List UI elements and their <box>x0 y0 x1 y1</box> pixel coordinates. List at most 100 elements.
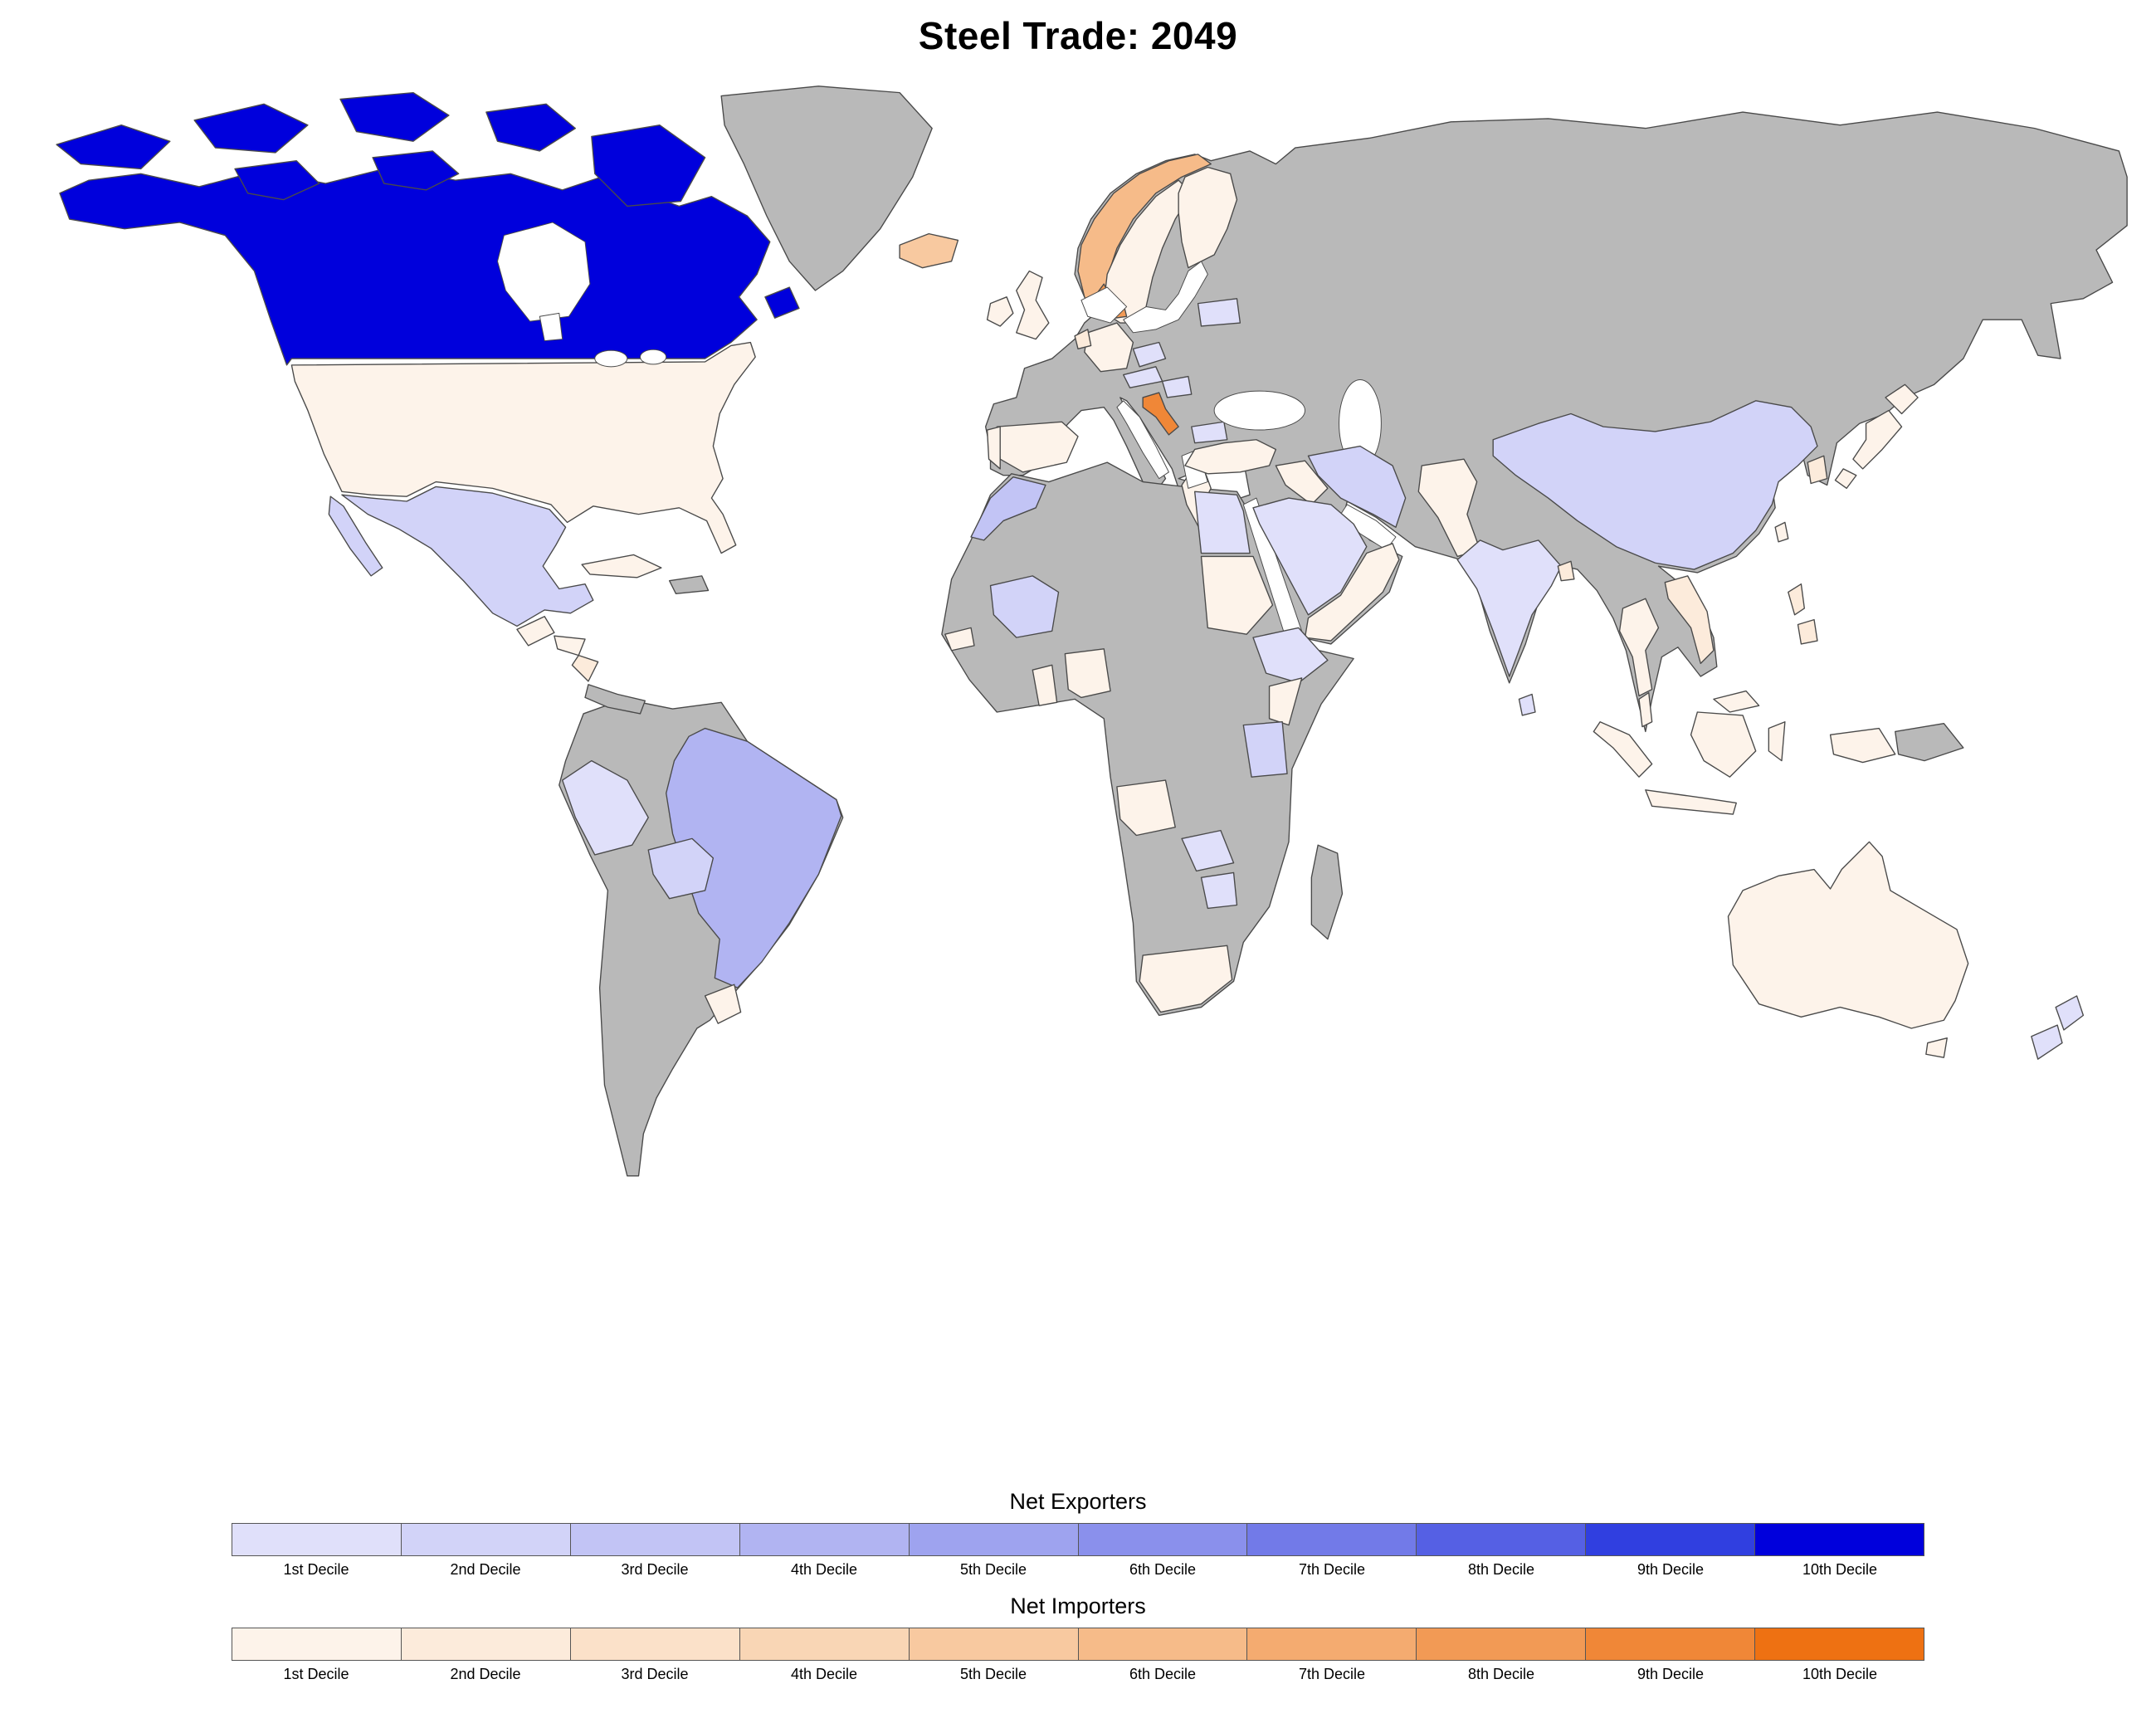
legend-net-importers: Net Importers 1st Decile 2nd Decile 3rd De… <box>232 1593 1925 1683</box>
country-canada-newfoundland <box>764 286 800 319</box>
sea-skagerrak <box>1080 286 1128 324</box>
country-yemen-oman <box>1304 543 1400 642</box>
page-title: Steel Trade: 2049 <box>918 14 1238 57</box>
country-belarus <box>1197 298 1241 327</box>
legend-decile-label: 9th Decile <box>1637 1560 1705 1578</box>
country-philippines-mindanao <box>1797 618 1818 645</box>
country-china <box>1492 400 1818 570</box>
country-cuba <box>581 554 662 578</box>
legend-decile-label: 5th Decile <box>959 1560 1027 1578</box>
sea-james-bay <box>539 312 563 342</box>
country-ireland <box>986 296 1014 327</box>
legend-color-cell-exporters-3 <box>569 1522 740 1556</box>
legend-color-cell-exporters-10 <box>1754 1522 1925 1556</box>
legend-decile-label: 7th Decile <box>1298 1665 1366 1682</box>
legend-exporters-labels: 1st Decile 2nd Decile 3rd Decile 4th Decile… <box>232 1561 1924 1579</box>
legend-color-cell-importers-1 <box>232 1627 402 1661</box>
legend-color-cell-importers-9 <box>1585 1627 1756 1661</box>
legend-color-cell-exporters-4 <box>739 1522 910 1556</box>
legend-color-cell-exporters-8 <box>1416 1522 1587 1556</box>
country-mexico-baja <box>328 495 383 577</box>
country-canada-island <box>56 124 171 170</box>
country-uruguay <box>704 984 742 1024</box>
country-bangladesh <box>1557 560 1575 582</box>
country-japan-kyushu <box>1834 468 1857 490</box>
country-canada-baffin <box>591 124 706 207</box>
legend-color-cell-importers-2 <box>400 1627 571 1661</box>
legend-color-cell-importers-4 <box>739 1627 910 1661</box>
legend-color-cell-importers-5 <box>908 1627 1079 1661</box>
country-canada-island <box>193 103 309 154</box>
country-south-korea <box>1807 455 1828 485</box>
legend-decile-label: 4th Decile <box>790 1560 858 1578</box>
country-greenland <box>720 85 933 291</box>
world-map <box>56 85 2128 1177</box>
country-croatia <box>1142 392 1179 436</box>
country-australia <box>1727 841 1969 1029</box>
country-angola <box>1116 779 1176 837</box>
legend-decile-label: 2nd Decile <box>450 1560 521 1578</box>
country-canada-island <box>234 160 320 201</box>
legend-color-cell-importers-6 <box>1077 1627 1248 1661</box>
country-iceland <box>899 232 959 269</box>
country-zambia <box>1181 829 1235 872</box>
country-brazil <box>666 727 842 988</box>
country-canada-island <box>485 103 576 152</box>
legend-color-cell-exporters-9 <box>1585 1522 1756 1556</box>
country-peru <box>561 759 649 856</box>
country-malaysia <box>1638 691 1653 728</box>
legend-decile-label: 10th Decile <box>1802 1665 1878 1682</box>
legend-decile-label: 2nd Decile <box>450 1665 521 1682</box>
sea-baltic <box>1123 261 1208 334</box>
country-indonesia-java <box>1645 789 1737 815</box>
country-nigeria <box>1064 648 1111 699</box>
country-mexico <box>341 486 594 627</box>
country-czechia <box>1132 341 1167 368</box>
legend-importers-labels: 1st Decile 2nd Decile 3rd Decile 4th Decile… <box>232 1666 1924 1683</box>
country-japan-honshu <box>1852 409 1903 470</box>
country-iran <box>1307 445 1407 528</box>
legend-decile-label: 8th Decile <box>1467 1560 1535 1578</box>
country-ethiopia <box>1252 627 1329 684</box>
country-taiwan <box>1774 521 1789 543</box>
sea-great-lakes-east <box>639 349 667 365</box>
country-egypt <box>1193 491 1251 554</box>
country-honduras <box>554 635 586 656</box>
country-saudi-arabia <box>1252 497 1368 616</box>
legend-color-cell-exporters-2 <box>400 1522 571 1556</box>
legend-decile-label: 1st Decile <box>283 1665 349 1682</box>
country-madagascar <box>1310 844 1344 940</box>
country-sudan <box>1200 555 1274 635</box>
legend-decile-label: 5th Decile <box>959 1665 1027 1682</box>
country-senegal <box>944 627 975 652</box>
sea-black-sea <box>1213 390 1306 431</box>
country-new-zealand-south <box>2031 1024 2063 1060</box>
country-india <box>1456 539 1562 677</box>
country-tanzania <box>1242 721 1288 778</box>
legend-decile-label: 4th Decile <box>790 1665 858 1682</box>
country-mali <box>989 575 1060 638</box>
legend-exporters-colorbar <box>232 1522 1925 1556</box>
legend-importers-colorbar <box>232 1627 1925 1661</box>
legend-decile-label: 9th Decile <box>1637 1665 1705 1682</box>
country-hungary <box>1161 375 1193 398</box>
country-vietnam <box>1664 575 1715 665</box>
legend-decile-label: 1st Decile <box>283 1560 349 1578</box>
legend-decile-label: 8th Decile <box>1467 1665 1535 1682</box>
legend-importers-title: Net Importers <box>1010 1593 1146 1618</box>
country-canada <box>59 166 771 366</box>
country-canada-island <box>372 150 460 191</box>
legend-decile-label: 6th Decile <box>1129 1560 1197 1578</box>
legend-decile-label: 3rd Decile <box>621 1560 689 1578</box>
country-usa <box>290 341 756 554</box>
legend-decile-label: 7th Decile <box>1298 1560 1366 1578</box>
country-indonesia-sumatra <box>1593 721 1653 778</box>
legend-exporters-title: Net Exporters <box>1009 1488 1147 1514</box>
sea-hudson-bay <box>497 222 591 322</box>
legend-decile-label: 3rd Decile <box>621 1665 689 1682</box>
legend-color-cell-importers-3 <box>569 1627 740 1661</box>
country-philippines-luzon <box>1788 583 1806 616</box>
legend-color-cell-exporters-5 <box>908 1522 1079 1556</box>
legend-area: Net Exporters 1st Decile 2nd Decile 3rd De… <box>232 1488 1925 1683</box>
country-ghana <box>1032 664 1058 706</box>
